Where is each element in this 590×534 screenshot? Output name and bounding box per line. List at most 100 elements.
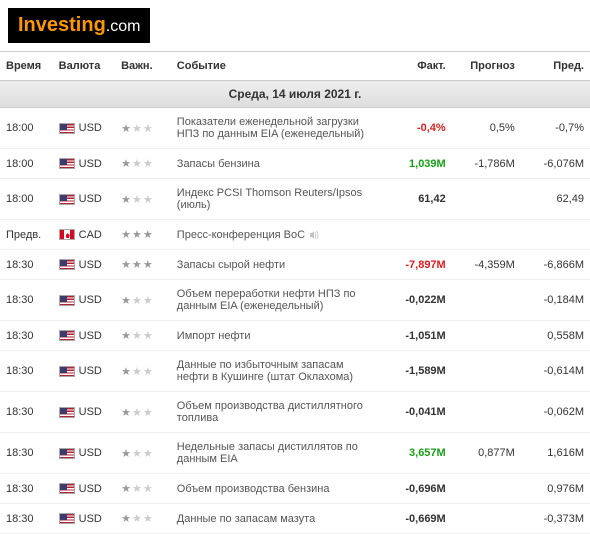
table-row[interactable]: 18:30USD★★★Запасы сырой нефти-7,897M-4,3… <box>0 250 590 280</box>
table-row[interactable]: 18:30USD★★★Данные по избыточным запасам … <box>0 351 590 392</box>
star-icon: ★ <box>121 483 132 495</box>
event-text: Индекс PCSI Thomson Reuters/Ipsos (июль) <box>177 187 362 211</box>
cell-event[interactable]: Показатели еженедельной загрузки НПЗ по … <box>171 108 383 149</box>
cell-currency: USD <box>53 321 115 351</box>
site-logo[interactable]: Investing.com <box>8 8 150 43</box>
cell-actual: -7,897M <box>383 250 452 280</box>
logo-text-suffix: .com <box>106 18 141 35</box>
cell-previous: -0,373M <box>521 504 590 534</box>
table-row[interactable]: 18:30USD★★★Недельные запасы дистиллятов … <box>0 433 590 474</box>
event-text: Запасы сырой нефти <box>177 259 285 271</box>
col-previous[interactable]: Пред. <box>521 52 590 81</box>
cell-forecast <box>452 474 521 504</box>
currency-code: USD <box>79 365 102 377</box>
cell-event[interactable]: Пресс-конференция BoC <box>171 220 383 250</box>
cell-time: 18:30 <box>0 474 53 504</box>
cell-actual: -1,051M <box>383 321 452 351</box>
cell-previous: 62,49 <box>521 179 590 220</box>
cell-forecast: 0,877M <box>452 433 521 474</box>
actual-value: 3,657M <box>409 447 446 459</box>
cell-currency: USD <box>53 179 115 220</box>
table-row[interactable]: 18:30USD★★★Объем производства бензина-0,… <box>0 474 590 504</box>
cell-currency: USD <box>53 108 115 149</box>
currency-code: USD <box>79 122 102 134</box>
star-icon: ★ <box>121 448 132 460</box>
currency-code: USD <box>79 294 102 306</box>
col-importance[interactable]: Важн. <box>115 52 171 81</box>
star-icon: ★ <box>132 483 143 495</box>
table-row[interactable]: 18:30USD★★★Данные по запасам мазута-0,66… <box>0 504 590 534</box>
table-row[interactable]: 18:30USD★★★Объем производства дистиллятн… <box>0 392 590 433</box>
star-icon: ★ <box>121 158 132 170</box>
table-row[interactable]: 18:00USD★★★Запасы бензина1,039M-1,786M-6… <box>0 149 590 179</box>
table-row[interactable]: Предв.CAD★★★Пресс-конференция BoC <box>0 220 590 250</box>
us-flag-icon <box>59 513 75 524</box>
cell-forecast <box>452 504 521 534</box>
cell-forecast: -4,359M <box>452 250 521 280</box>
cell-time: 18:00 <box>0 179 53 220</box>
cell-actual: -0,4% <box>383 108 452 149</box>
star-icon: ★ <box>132 366 143 378</box>
actual-value: -0,669M <box>405 513 445 525</box>
star-icon: ★ <box>121 295 132 307</box>
cell-previous: -0,184M <box>521 280 590 321</box>
currency-code: USD <box>79 447 102 459</box>
cell-importance: ★★★ <box>115 250 171 280</box>
currency-code: USD <box>79 483 102 495</box>
star-icon: ★ <box>132 295 143 307</box>
table-row[interactable]: 18:30USD★★★Объем переработки нефти НПЗ п… <box>0 280 590 321</box>
event-text: Пресс-конференция BoC <box>177 229 305 241</box>
star-icon: ★ <box>132 330 143 342</box>
event-text: Недельные запасы дистиллятов по данным E… <box>177 441 358 465</box>
cell-event[interactable]: Объем переработки нефти НПЗ по данным EI… <box>171 280 383 321</box>
cell-event[interactable]: Индекс PCSI Thomson Reuters/Ipsos (июль) <box>171 179 383 220</box>
cell-actual: 61,42 <box>383 179 452 220</box>
cell-time: 18:30 <box>0 351 53 392</box>
event-text: Объем переработки нефти НПЗ по данным EI… <box>177 288 356 312</box>
ca-flag-icon <box>59 229 75 240</box>
cell-event[interactable]: Данные по избыточным запасам нефти в Куш… <box>171 351 383 392</box>
cell-previous: -6,076M <box>521 149 590 179</box>
cell-event[interactable]: Запасы бензина <box>171 149 383 179</box>
star-icon: ★ <box>143 448 154 460</box>
col-currency[interactable]: Валюта <box>53 52 115 81</box>
col-event[interactable]: Событие <box>171 52 383 81</box>
cell-importance: ★★★ <box>115 321 171 351</box>
cell-event[interactable]: Импорт нефти <box>171 321 383 351</box>
col-actual[interactable]: Факт. <box>383 52 452 81</box>
table-row[interactable]: 18:30USD★★★Импорт нефти-1,051M0,558M <box>0 321 590 351</box>
star-icon: ★ <box>132 259 143 271</box>
cell-forecast <box>452 392 521 433</box>
currency-code: CAD <box>79 229 102 241</box>
cell-event[interactable]: Недельные запасы дистиллятов по данным E… <box>171 433 383 474</box>
cell-event[interactable]: Данные по запасам мазута <box>171 504 383 534</box>
star-icon: ★ <box>143 229 154 241</box>
star-icon: ★ <box>121 259 132 271</box>
cell-forecast: -1,786M <box>452 149 521 179</box>
cell-currency: USD <box>53 280 115 321</box>
cell-currency: USD <box>53 250 115 280</box>
star-icon: ★ <box>132 123 143 135</box>
us-flag-icon <box>59 194 75 205</box>
cell-event[interactable]: Объем производства бензина <box>171 474 383 504</box>
cell-time: 18:00 <box>0 149 53 179</box>
us-flag-icon <box>59 483 75 494</box>
actual-value: 61,42 <box>418 193 446 205</box>
event-text: Импорт нефти <box>177 330 251 342</box>
cell-event[interactable]: Объем производства дистиллятного топлива <box>171 392 383 433</box>
cell-time: 18:00 <box>0 108 53 149</box>
col-forecast[interactable]: Прогноз <box>452 52 521 81</box>
actual-value: -1,051M <box>405 330 445 342</box>
col-time[interactable]: Время <box>0 52 53 81</box>
star-icon: ★ <box>143 407 154 419</box>
cell-event[interactable]: Запасы сырой нефти <box>171 250 383 280</box>
table-row[interactable]: 18:00USD★★★Показатели еженедельной загру… <box>0 108 590 149</box>
table-row[interactable]: 18:00USD★★★Индекс PCSI Thomson Reuters/I… <box>0 179 590 220</box>
cell-currency: USD <box>53 392 115 433</box>
us-flag-icon <box>59 366 75 377</box>
cell-importance: ★★★ <box>115 179 171 220</box>
star-icon: ★ <box>121 194 132 206</box>
star-icon: ★ <box>121 513 132 525</box>
cell-previous: 1,616M <box>521 433 590 474</box>
cell-time: 18:30 <box>0 280 53 321</box>
